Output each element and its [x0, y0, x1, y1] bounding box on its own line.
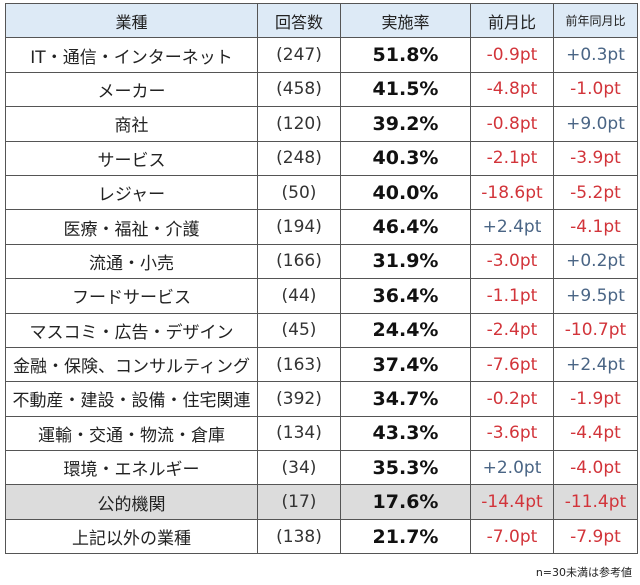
yoy-cell: +0.2pt [553, 243, 638, 280]
mom-cell: -2.1pt [470, 140, 554, 176]
mom-cell: -3.0pt [470, 243, 554, 280]
responses-cell: (44) [257, 278, 341, 314]
table-row: 医療・福祉・介護 (194) 46.4% +2.4pt -4.1pt [5, 209, 638, 245]
responses-cell: (458) [257, 71, 341, 108]
industry-cell: 商社 [5, 106, 258, 142]
yoy-cell: +0.3pt [553, 37, 638, 73]
rate-cell: 31.9% [340, 243, 471, 280]
table-row: サービス (248) 40.3% -2.1pt -3.9pt [5, 140, 638, 176]
responses-cell: (163) [257, 346, 341, 383]
rate-cell: 40.3% [340, 140, 471, 176]
rate-cell: 39.2% [340, 106, 471, 142]
industry-cell: 不動産・建設・設備・住宅関連 [5, 381, 258, 417]
header-responses: 回答数 [257, 2, 341, 39]
footnote: n=30未満は参考値 [535, 566, 632, 579]
industry-cell: 流通・小売 [5, 243, 258, 280]
rate-cell: 36.4% [340, 278, 471, 314]
responses-cell: (34) [257, 450, 341, 486]
yoy-cell: +2.4pt [553, 346, 638, 383]
table-row: 上記以外の業種 (138) 21.7% -7.0pt -7.9pt [5, 518, 638, 555]
table-row: 環境・エネルギー (34) 35.3% +2.0pt -4.0pt [5, 450, 638, 486]
table-row: 運輸・交通・物流・倉庫 (134) 43.3% -3.6pt -4.4pt [5, 415, 638, 452]
table-row: 金融・保険、コンサルティング (163) 37.4% -7.6pt +2.4pt [5, 346, 638, 383]
responses-cell: (120) [257, 106, 341, 142]
industry-cell: 医療・福祉・介護 [5, 209, 258, 245]
rate-cell: 37.4% [340, 346, 471, 383]
yoy-cell: -4.0pt [553, 450, 638, 486]
yoy-cell: +9.5pt [553, 278, 638, 314]
responses-cell: (138) [257, 518, 341, 555]
industry-cell: メーカー [5, 71, 258, 108]
mom-cell: -7.6pt [470, 346, 554, 383]
responses-cell: (392) [257, 381, 341, 417]
responses-cell: (194) [257, 209, 341, 245]
mom-cell: -14.4pt [470, 484, 554, 520]
rate-cell: 34.7% [340, 381, 471, 417]
responses-cell: (247) [257, 37, 341, 73]
rate-cell: 46.4% [340, 209, 471, 245]
mom-cell: -4.8pt [470, 71, 554, 108]
header-mom: 前月比 [470, 2, 554, 39]
table-row: 公的機関 (17) 17.6% -14.4pt -11.4pt [5, 484, 638, 520]
responses-cell: (45) [257, 312, 341, 348]
table-row: マスコミ・広告・デザイン (45) 24.4% -2.4pt -10.7pt [5, 312, 638, 348]
rate-cell: 21.7% [340, 518, 471, 555]
rate-cell: 43.3% [340, 415, 471, 452]
mom-cell: -1.1pt [470, 278, 554, 314]
table-row: フードサービス (44) 36.4% -1.1pt +9.5pt [5, 278, 638, 314]
table-row: 不動産・建設・設備・住宅関連 (392) 34.7% -0.2pt -1.9pt [5, 381, 638, 417]
yoy-cell: -1.9pt [553, 381, 638, 417]
mom-cell: -0.9pt [470, 37, 554, 73]
rate-cell: 51.8% [340, 37, 471, 73]
rate-cell: 40.0% [340, 174, 471, 211]
responses-cell: (134) [257, 415, 341, 452]
mom-cell: -0.8pt [470, 106, 554, 142]
yoy-cell: -3.9pt [553, 140, 638, 176]
responses-cell: (166) [257, 243, 341, 280]
yoy-cell: -7.9pt [553, 518, 638, 555]
header-industry: 業種 [5, 2, 258, 39]
mom-cell: -2.4pt [470, 312, 554, 348]
industry-cell: IT・通信・インターネット [5, 37, 258, 73]
rate-cell: 35.3% [340, 450, 471, 486]
industry-cell: 金融・保険、コンサルティング [5, 346, 258, 383]
mom-cell: -18.6pt [470, 174, 554, 211]
yoy-cell: -10.7pt [553, 312, 638, 348]
mom-cell: +2.0pt [470, 450, 554, 486]
industry-cell: 上記以外の業種 [5, 518, 258, 555]
industry-cell: 運輸・交通・物流・倉庫 [5, 415, 258, 452]
yoy-cell: -4.4pt [553, 415, 638, 452]
table-row: 流通・小売 (166) 31.9% -3.0pt +0.2pt [5, 243, 638, 280]
responses-cell: (17) [257, 484, 341, 520]
rate-cell: 24.4% [340, 312, 471, 348]
industry-cell: 環境・エネルギー [5, 450, 258, 486]
industry-cell: フードサービス [5, 278, 258, 314]
table-row: 商社 (120) 39.2% -0.8pt +9.0pt [5, 106, 638, 142]
yoy-cell: -1.0pt [553, 71, 638, 108]
responses-cell: (50) [257, 174, 341, 211]
industry-cell: 公的機関 [5, 484, 258, 520]
responses-cell: (248) [257, 140, 341, 176]
header-yoy: 前年同月比 [553, 2, 638, 39]
industry-table: 業種 回答数 実施率 前月比 前年同月比 IT・通信・インターネット (247) 5… [5, 2, 638, 555]
industry-cell: レジャー [5, 174, 258, 211]
mom-cell: -7.0pt [470, 518, 554, 555]
header-rate: 実施率 [340, 2, 471, 39]
table-row: メーカー (458) 41.5% -4.8pt -1.0pt [5, 71, 638, 108]
yoy-cell: +9.0pt [553, 106, 638, 142]
yoy-cell: -11.4pt [553, 484, 638, 520]
table-row: IT・通信・インターネット (247) 51.8% -0.9pt +0.3pt [5, 37, 638, 73]
industry-cell: マスコミ・広告・デザイン [5, 312, 258, 348]
mom-cell: +2.4pt [470, 209, 554, 245]
rate-cell: 41.5% [340, 71, 471, 108]
header-row: 業種 回答数 実施率 前月比 前年同月比 [5, 2, 638, 39]
yoy-cell: -4.1pt [553, 209, 638, 245]
table-row: レジャー (50) 40.0% -18.6pt -5.2pt [5, 174, 638, 211]
yoy-cell: -5.2pt [553, 174, 638, 211]
rate-cell: 17.6% [340, 484, 471, 520]
mom-cell: -0.2pt [470, 381, 554, 417]
mom-cell: -3.6pt [470, 415, 554, 452]
industry-cell: サービス [5, 140, 258, 176]
